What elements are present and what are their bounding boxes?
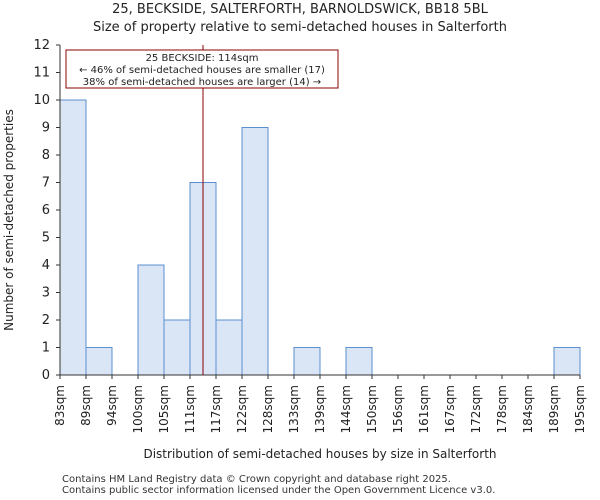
x-tick-label: 89sqm: [79, 385, 93, 426]
x-tick-label: 167sqm: [443, 385, 457, 433]
x-tick-label: 161sqm: [417, 385, 431, 433]
x-tick-label: 122sqm: [235, 385, 249, 433]
x-tick-label: 100sqm: [131, 385, 145, 433]
chart-subtitle: Size of property relative to semi-detach…: [92, 20, 507, 35]
histogram-bar: [241, 127, 269, 376]
footer-licence: Contains public sector information licen…: [62, 485, 496, 496]
x-tick-label: 178sqm: [495, 385, 509, 433]
y-tick-label: 1: [42, 341, 50, 356]
x-tick-label: 83sqm: [53, 385, 67, 426]
x-tick-label: 111sqm: [183, 385, 197, 433]
x-tick-label: 144sqm: [339, 385, 353, 433]
x-tick-label: 184sqm: [521, 385, 535, 433]
x-tick-label: 128sqm: [261, 385, 275, 433]
annotation-line-2: ← 46% of semi-detached houses are smalle…: [79, 65, 325, 76]
y-tick-label: 4: [42, 258, 50, 273]
x-tick-label: 195sqm: [573, 385, 587, 433]
histogram-bar: [293, 347, 321, 376]
histogram-bar: [85, 347, 113, 376]
footer-copyright: Contains HM Land Registry data © Crown c…: [62, 474, 451, 485]
y-tick-label: 8: [42, 148, 50, 163]
x-tick-label: 150sqm: [365, 385, 379, 433]
histogram-bar: [163, 319, 191, 376]
x-axis-label: Distribution of semi-detached houses by …: [143, 447, 496, 461]
annotation-box: [65, 49, 339, 89]
histogram-bar: [553, 347, 581, 376]
y-tick-label: 6: [42, 203, 50, 218]
y-tick-label: 5: [42, 231, 50, 246]
x-tick-label: 94sqm: [105, 385, 119, 426]
x-tick-label: 105sqm: [157, 385, 171, 433]
histogram-bar: [137, 264, 165, 376]
y-tick-label: 2: [42, 313, 50, 328]
chart-title: 25, BECKSIDE, SALTERFORTH, BARNOLDSWICK,…: [112, 2, 488, 17]
histogram-bar: [215, 319, 243, 376]
y-tick-label: 12: [33, 38, 50, 53]
y-tick-label: 9: [42, 121, 50, 136]
y-tick-label: 0: [42, 368, 50, 383]
x-tick-label: 189sqm: [547, 385, 561, 433]
y-axis-label: Number of semi-detached properties: [2, 109, 16, 331]
x-tick-label: 139sqm: [313, 385, 327, 433]
x-tick-label: 133sqm: [287, 385, 301, 433]
histogram-bar: [345, 347, 373, 376]
histogram-bar: [59, 99, 87, 376]
y-tick-label: 3: [42, 286, 50, 301]
x-tick-label: 172sqm: [469, 385, 483, 433]
annotation-line-3: 38% of semi-detached houses are larger (…: [83, 77, 321, 88]
y-tick-label: 10: [33, 93, 50, 108]
y-tick-label: 11: [33, 66, 50, 81]
x-tick-label: 156sqm: [391, 385, 405, 433]
annotation-line-1: 25 BECKSIDE: 114sqm: [146, 53, 259, 64]
x-tick-label: 117sqm: [209, 385, 223, 433]
y-tick-label: 7: [42, 176, 50, 191]
